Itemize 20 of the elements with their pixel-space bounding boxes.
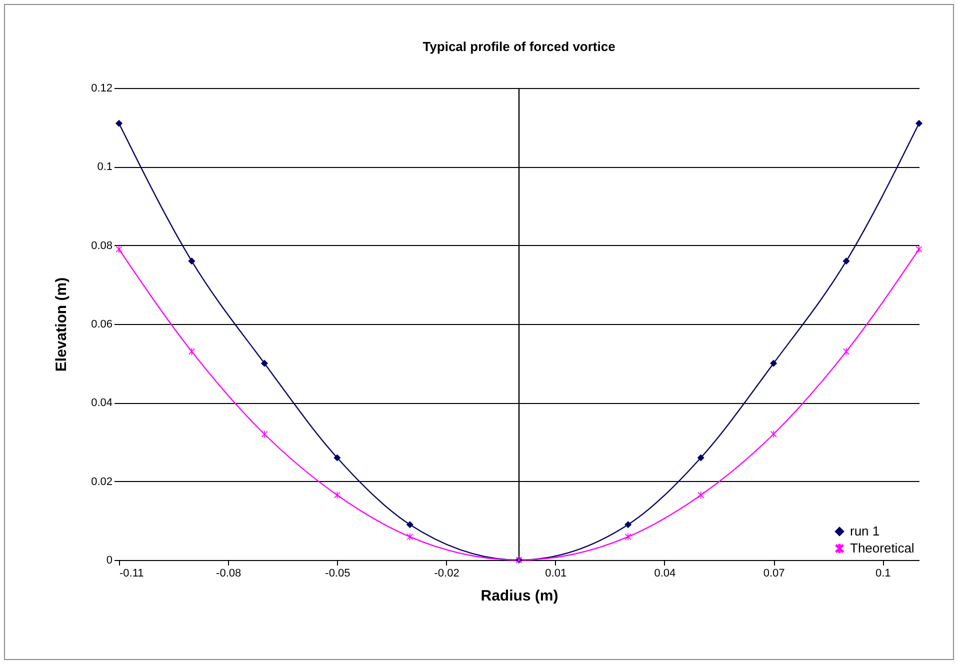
x-axis-title: Radius (m): [480, 588, 558, 604]
x-tick-label: -0.08: [216, 568, 242, 580]
x-tick-label: 0.07: [763, 568, 785, 580]
x-tick-label: 0.04: [654, 568, 676, 580]
y-tick-label: 0.1: [97, 161, 112, 174]
y-tick-label: 0.06: [91, 318, 112, 330]
legend-label: Theoretical: [850, 540, 914, 556]
x-tick-label: -0.11: [120, 568, 144, 580]
x-tick-label: 0.1: [875, 568, 891, 580]
chart-title: Typical profile of forced vortice: [422, 39, 616, 54]
y-axis-title: Elevation (m): [53, 277, 70, 372]
y-tick-label: 0: [106, 554, 112, 566]
x-tick-label: -0.02: [434, 568, 460, 580]
x-tick-label: 0.01: [545, 568, 567, 580]
y-tick-label: 0.02: [91, 476, 112, 488]
x-tick-label: -0.05: [325, 568, 350, 580]
y-tick-label: 0.04: [91, 397, 112, 410]
legend-label: run 1: [850, 524, 880, 538]
y-tick-label: 0.12: [91, 82, 112, 94]
y-tick-label: 0.08: [91, 240, 112, 252]
